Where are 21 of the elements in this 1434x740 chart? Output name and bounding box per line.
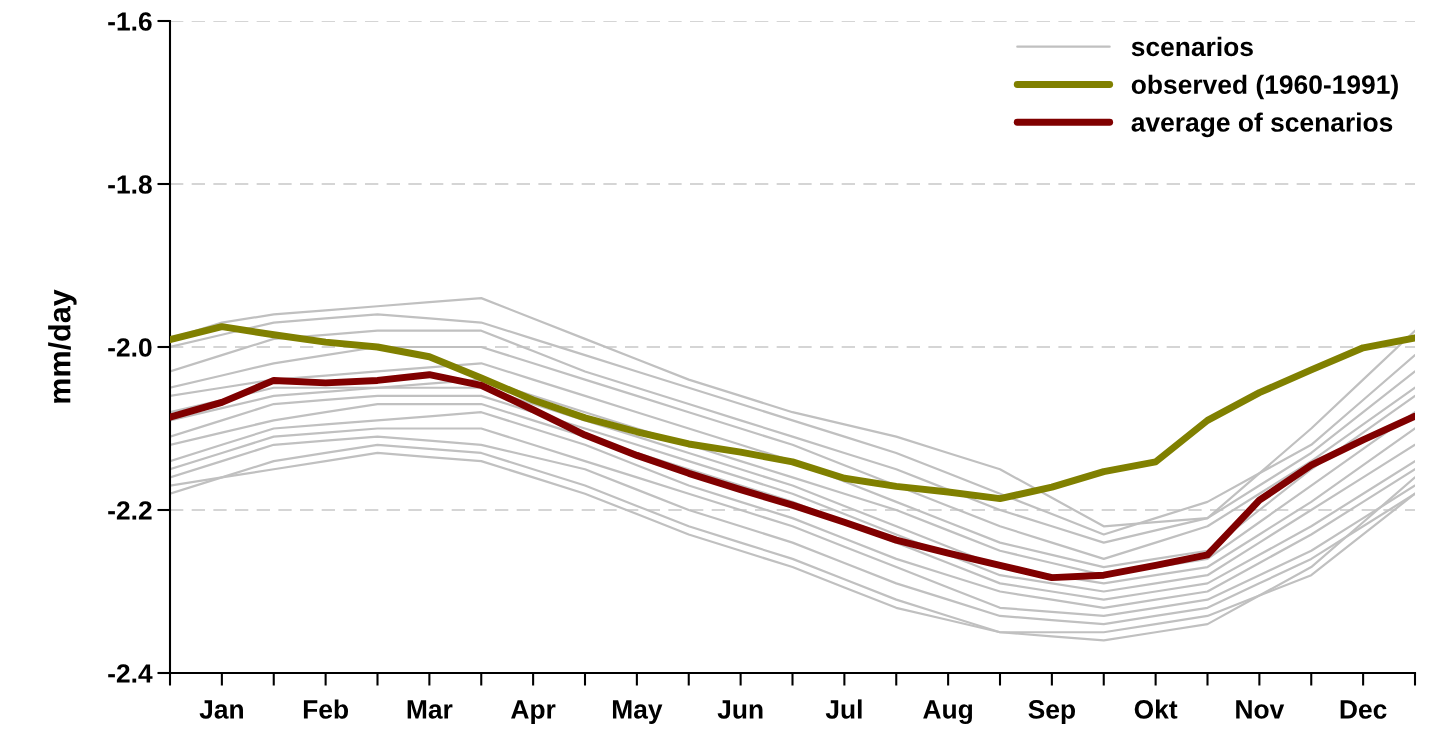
x-tick-label: Okt [1134, 699, 1178, 719]
y-tick-label: -2.2 [108, 501, 152, 520]
x-tick-label: Jun [717, 700, 763, 719]
x-tick-label: Nov [1236, 700, 1285, 719]
legend-label: scenarios [1131, 36, 1253, 57]
y-axis-title: mm/day [48, 289, 77, 403]
y-tick-label: -2.4 [108, 664, 153, 683]
x-tick-label: Feb [303, 699, 348, 719]
x-tick-label: May [612, 700, 663, 724]
legend-label: observed (1960-1991) [1131, 74, 1398, 100]
x-tick-label: Dec [1340, 700, 1387, 719]
y-tick-label: -1.8 [108, 175, 152, 194]
y-tick-label: -2.0 [108, 338, 152, 357]
x-tick-label: Jul [825, 699, 862, 719]
x-tick-label: Aug [923, 700, 973, 724]
legend-label: average of scenarios [1131, 112, 1393, 138]
y-tick-label: -1.6 [108, 12, 152, 31]
x-tick-label: Apr [511, 700, 556, 724]
x-tick-label: Mar [407, 700, 453, 719]
x-tick-label: Jan [199, 700, 243, 719]
x-tick-label: Sep [1028, 700, 1075, 724]
